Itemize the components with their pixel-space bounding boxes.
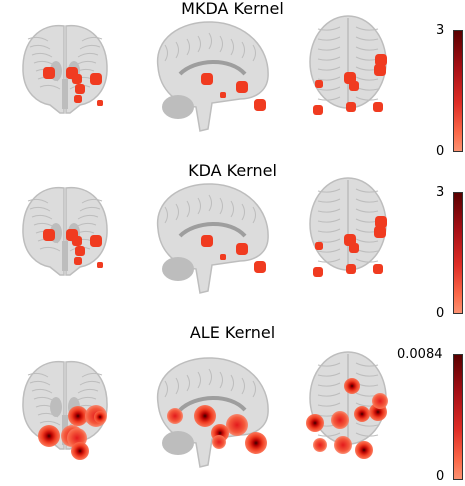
panel-row-1	[22, 15, 387, 132]
cerebellum	[162, 431, 194, 455]
activation-blob	[245, 432, 267, 454]
activation-blob	[68, 406, 88, 426]
activation-blob	[372, 393, 388, 409]
activation-blob	[236, 81, 248, 93]
colorbar-max-kda: 3	[436, 185, 445, 200]
corpus-callosum	[178, 396, 247, 412]
panel-title-kda: KDA Kernel	[188, 161, 277, 180]
colorbar-min-ale: 0	[436, 469, 445, 484]
activation-blob	[315, 242, 323, 250]
activation-blob	[75, 84, 85, 94]
activation-blob	[331, 411, 349, 429]
panel-title-mkda: MKDA Kernel	[181, 0, 284, 18]
activation-blob	[355, 441, 373, 459]
activation-blob	[344, 378, 360, 394]
activation-blob	[354, 406, 370, 422]
activation-blob	[313, 438, 327, 452]
cerebellum	[162, 257, 194, 281]
activation-blob	[72, 74, 82, 84]
activation-blob	[373, 102, 383, 112]
activation-blob	[72, 236, 82, 246]
activation-blob	[374, 64, 386, 76]
colorbar-kda	[453, 192, 463, 314]
activation-blob	[75, 246, 85, 256]
activation-blob	[90, 73, 102, 85]
activation-blob	[313, 267, 323, 277]
activation-blob	[373, 264, 383, 274]
activation-blob	[220, 92, 226, 98]
activation-blob	[220, 254, 226, 260]
activation-blob	[212, 435, 226, 449]
activation-blob	[334, 436, 352, 454]
activation-blob	[254, 99, 266, 111]
activation-blob	[201, 73, 213, 85]
coronal-slice	[22, 25, 108, 114]
activation-blob	[201, 235, 213, 247]
activation-blob	[97, 262, 103, 268]
activation-blob	[43, 229, 55, 241]
activation-blob	[226, 414, 248, 436]
activation-blob	[38, 425, 60, 447]
colorbar-ale	[453, 354, 463, 480]
activation-blob	[74, 257, 82, 265]
activation-blob	[71, 442, 89, 460]
activation-blob	[346, 102, 356, 112]
activation-blob	[315, 80, 323, 88]
activation-blob	[313, 105, 323, 115]
activation-blob	[306, 414, 324, 432]
activation-blob	[349, 81, 359, 91]
colorbar-min-mkda: 0	[436, 144, 445, 159]
axial-slice	[309, 177, 387, 271]
corpus-callosum	[178, 222, 247, 238]
cerebellum	[162, 95, 194, 119]
activation-blob	[97, 100, 103, 106]
panel-row-2	[22, 177, 387, 294]
panel-row-3	[22, 351, 388, 468]
corpus-callosum	[178, 60, 247, 76]
colorbar-mkda	[453, 30, 463, 152]
activation-blob	[375, 216, 387, 228]
activation-blob	[194, 405, 216, 427]
activation-blob	[90, 235, 102, 247]
activation-blob	[254, 261, 266, 273]
activation-blob	[74, 95, 82, 103]
colorbar-max-mkda: 3	[436, 23, 445, 38]
activation-blob	[94, 411, 106, 423]
activation-blob	[43, 67, 55, 79]
activation-blob	[349, 243, 359, 253]
axial-slice	[309, 15, 387, 109]
panel-title-ale: ALE Kernel	[189, 323, 276, 342]
colorbar-max-ale: 0.0084	[397, 347, 443, 362]
activation-blob	[374, 226, 386, 238]
activation-blob	[346, 264, 356, 274]
colorbar-min-kda: 0	[436, 306, 445, 321]
coronal-slice	[22, 187, 108, 276]
activation-blob	[167, 408, 183, 424]
activation-blob	[375, 54, 387, 66]
activation-blob	[236, 243, 248, 255]
